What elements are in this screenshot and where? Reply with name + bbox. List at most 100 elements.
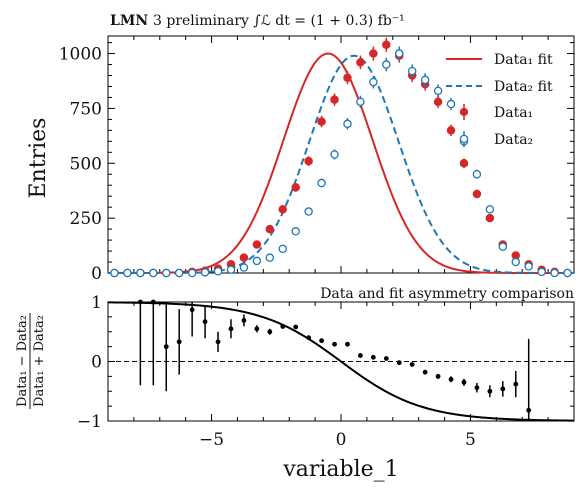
data2-point — [252, 256, 262, 266]
data1-point — [356, 58, 365, 67]
data1-point — [265, 224, 275, 234]
data2-point — [420, 75, 430, 85]
data2-point — [291, 227, 300, 236]
asymmetry-point — [422, 369, 428, 375]
data2-point — [407, 66, 417, 76]
asymmetry-point — [293, 324, 299, 330]
data2-point — [265, 253, 275, 262]
asymmetry-point — [319, 338, 324, 344]
data1-point — [291, 183, 300, 192]
data1-fit-curve — [108, 52, 574, 274]
bottom-fit-curve — [107, 301, 575, 422]
data2-point — [343, 119, 352, 129]
top-y-tick-label: 0 — [91, 264, 102, 284]
data2-point — [278, 244, 287, 254]
data1-point — [472, 189, 482, 199]
asymmetry-point — [267, 329, 273, 335]
top-axis-ticks: 0 250 500 750 1000 — [59, 36, 575, 284]
bottom-y-tick-label: 0 — [91, 353, 102, 373]
data1-point — [330, 95, 339, 104]
asymmetry-point — [176, 339, 182, 345]
legend-data1-label: Data₁ — [494, 105, 533, 121]
data1-point — [485, 213, 495, 223]
asymmetry-point — [435, 373, 441, 379]
data2-point — [213, 266, 223, 276]
data2-point — [304, 207, 313, 216]
data2-point — [382, 60, 391, 69]
asymmetry-point — [500, 386, 506, 392]
data2-point — [537, 267, 546, 277]
asymmetry-point — [526, 407, 532, 413]
data2-point — [239, 263, 249, 272]
top-y-tick-label: 250 — [70, 209, 102, 229]
asymmetry-point — [215, 339, 221, 345]
legend: Data₁ fit Data₂ fit Data₁ Data₂ — [446, 52, 553, 148]
data1-point — [304, 156, 313, 166]
top-fit-curves — [108, 52, 574, 274]
asymmetry-point — [358, 353, 363, 358]
data1-point — [252, 240, 262, 249]
legend-data2-label: Data₂ — [494, 132, 533, 148]
data2-point — [356, 97, 365, 107]
data2-point — [394, 49, 404, 58]
asymmetry-point — [150, 299, 156, 305]
asymmetry-point — [513, 381, 519, 387]
top-y-tick-label: 750 — [70, 99, 102, 119]
asymmetry-point — [487, 388, 493, 394]
asymmetry-point — [241, 318, 247, 323]
asymmetry-point — [254, 326, 260, 332]
data1-point — [382, 40, 391, 50]
bottom-y-tick-label: −1 — [77, 412, 102, 432]
asymmetry-point — [409, 362, 415, 367]
data2-point — [485, 205, 495, 214]
asymmetry-point — [474, 385, 480, 391]
data2-point — [110, 268, 119, 278]
bottom-y-label-denominator: Data₁ + Data₂ — [32, 315, 47, 407]
data1-point — [317, 117, 326, 126]
data1-point — [343, 73, 352, 82]
asymmetry-point — [461, 379, 467, 385]
asymmetry-point — [228, 326, 234, 332]
x-tick-label: 0 — [336, 430, 347, 450]
bottom-data-points — [137, 299, 532, 421]
asymmetry-point — [306, 335, 312, 341]
data1-point — [446, 126, 456, 135]
legend-data1-marker — [459, 107, 469, 117]
asymmetry-point — [163, 344, 169, 350]
bottom-annotation: Data and fit asymmetry comparison — [320, 286, 574, 302]
bottom-y-tick-label: 1 — [91, 293, 102, 313]
data1-point — [369, 49, 378, 58]
data2-point — [498, 242, 508, 251]
data2-point — [174, 268, 184, 278]
asymmetry-point — [370, 354, 376, 360]
x-axis-label: variable_1 — [282, 457, 398, 482]
asymmetry-point — [345, 341, 350, 347]
bottom-axis-ticks: −5 0 5 −1 0 1 — [77, 293, 575, 450]
data2-point — [136, 268, 145, 278]
data2-point — [200, 268, 210, 277]
asymmetry-point — [396, 360, 402, 366]
data2-point — [149, 268, 158, 278]
data2-point — [472, 169, 482, 179]
asymmetry-point — [137, 299, 143, 305]
data2-point — [433, 86, 443, 96]
data2-point — [563, 268, 572, 278]
legend-data2-marker — [459, 134, 469, 144]
top-data-points — [110, 37, 572, 278]
data1-point — [278, 205, 287, 214]
top-y-tick-label: 1000 — [59, 45, 102, 65]
data1-point — [239, 253, 249, 262]
data2-point — [330, 150, 339, 159]
legend-fit2-label: Data₂ fit — [494, 79, 553, 95]
data2-point — [317, 178, 326, 188]
bottom-y-axis-label: Data₁ − Data₂ Data₁ + Data₂ — [15, 313, 47, 409]
asymmetry-fit-curve — [107, 301, 575, 422]
data2-point — [524, 262, 533, 271]
data2-point — [550, 268, 559, 278]
data2-point — [187, 268, 197, 278]
asymmetry-point — [189, 307, 195, 313]
data1-point — [459, 159, 469, 168]
data1-point — [433, 97, 443, 107]
data2-point — [511, 257, 521, 267]
